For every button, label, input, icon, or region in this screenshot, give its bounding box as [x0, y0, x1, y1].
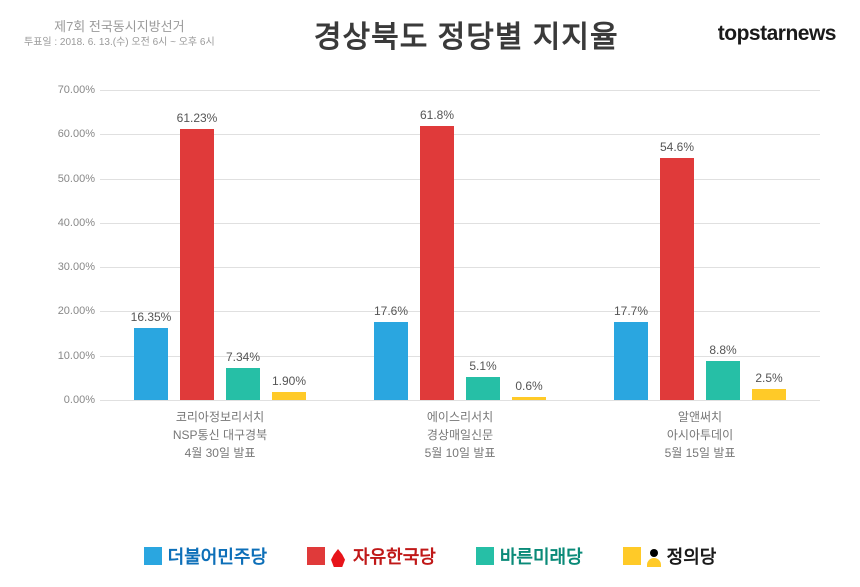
bar-value-label: 1.90%: [259, 374, 319, 388]
chart-title: 경상북도 정당별 지지율: [314, 12, 619, 56]
y-tick-label: 70.00%: [40, 84, 95, 96]
bar-value-label: 16.35%: [121, 310, 181, 324]
bar: [134, 328, 168, 400]
legend-label: 자유한국당: [353, 543, 436, 569]
bar: [420, 126, 454, 400]
legend-swatch: [623, 547, 641, 565]
bar-value-label: 8.8%: [693, 343, 753, 357]
legend-label: 정의당: [667, 543, 717, 569]
bar-value-label: 0.6%: [499, 379, 559, 393]
bar-value-label: 61.23%: [167, 111, 227, 125]
legend-item: 더불어민주당: [144, 543, 267, 569]
bar: [752, 389, 786, 400]
person-icon: [647, 549, 661, 567]
bar: [706, 361, 740, 400]
plot-area: 0.00%10.00%20.00%30.00%40.00%50.00%60.00…: [100, 90, 820, 400]
y-tick-label: 50.00%: [40, 173, 95, 185]
bar-value-label: 2.5%: [739, 371, 799, 385]
x-category-label: 에이스리서치경상매일신문5월 10일 발표: [360, 400, 560, 462]
legend-label: 더불어민주당: [168, 543, 267, 569]
bar-value-label: 17.6%: [361, 304, 421, 318]
legend: 더불어민주당 자유한국당 바른미래당 정의당: [0, 543, 860, 569]
event-sub: 투표일 : 2018. 6. 13.(수) 오전 6시 ~ 오후 6시: [24, 36, 215, 50]
y-tick-label: 20.00%: [40, 305, 95, 317]
bar: [466, 377, 500, 400]
legend-item: 정의당: [623, 543, 717, 569]
bar-value-label: 54.6%: [647, 140, 707, 154]
legend-swatch: [476, 547, 494, 565]
x-category-label: 코리아정보리서치NSP통신 대구경북4월 30일 발표: [120, 400, 320, 462]
y-tick-label: 40.00%: [40, 217, 95, 229]
legend-swatch: [144, 547, 162, 565]
bar: [660, 158, 694, 400]
y-tick-label: 30.00%: [40, 261, 95, 273]
bar: [374, 322, 408, 400]
header: 제7회 전국동시지방선거 투표일 : 2018. 6. 13.(수) 오전 6시…: [0, 0, 860, 64]
gridline: [100, 90, 820, 91]
y-tick-label: 10.00%: [40, 350, 95, 362]
bar: [180, 129, 214, 400]
x-category-label: 알앤써치아시아투데이5월 15일 발표: [600, 400, 800, 462]
flame-icon: [331, 549, 345, 567]
site-logo: topstarnews: [718, 22, 836, 46]
legend-item: 자유한국당: [307, 543, 436, 569]
legend-swatch: [307, 547, 325, 565]
chart: 0.00% 10.00% 20.00% 30.00% 40.00% 50.00% 60.00…: [40, 80, 830, 470]
event-info: 제7회 전국동시지방선거 투표일 : 2018. 6. 13.(수) 오전 6시…: [24, 18, 215, 50]
bar-value-label: 7.34%: [213, 350, 273, 364]
event-title: 제7회 전국동시지방선거: [24, 18, 215, 36]
legend-item: 바른미래당: [476, 543, 583, 569]
bar: [614, 322, 648, 400]
bar: [226, 368, 260, 401]
bar-value-label: 61.8%: [407, 108, 467, 122]
legend-label: 바른미래당: [500, 543, 583, 569]
bar: [272, 392, 306, 400]
bar-value-label: 5.1%: [453, 359, 513, 373]
y-tick-label: 0.00%: [40, 394, 95, 406]
bar-value-label: 17.7%: [601, 304, 661, 318]
y-tick-label: 60.00%: [40, 128, 95, 140]
